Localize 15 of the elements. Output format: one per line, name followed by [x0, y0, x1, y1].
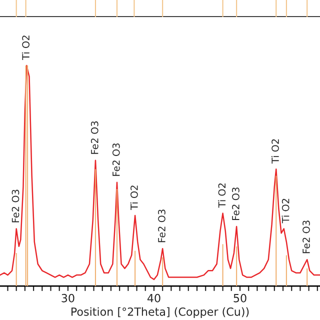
annotation: Fe2 O3 [302, 220, 310, 254]
annotation: Fe2 O3 [158, 210, 166, 242]
annotation: Fe2 O3 [112, 143, 120, 176]
annotation: Ti O2 [130, 186, 138, 210]
x-tick-label: 50 [234, 294, 246, 302]
annotation: Ti O2 [282, 198, 290, 224]
annotation: Fe2 O3 [232, 188, 240, 220]
annotation: Ti O2 [22, 36, 30, 60]
annotation: Fe2 O3 [90, 121, 98, 154]
x-tick-label: 40 [147, 294, 160, 302]
x-tick-label: 30 [62, 294, 74, 302]
annotation: Ti O2 [218, 183, 226, 208]
annotation: Fe2 O3 [12, 190, 20, 222]
annotation: Ti O2 [271, 139, 279, 164]
x-axis-title: Position [°2Theta] (Copper (Cu)) [72, 307, 249, 318]
